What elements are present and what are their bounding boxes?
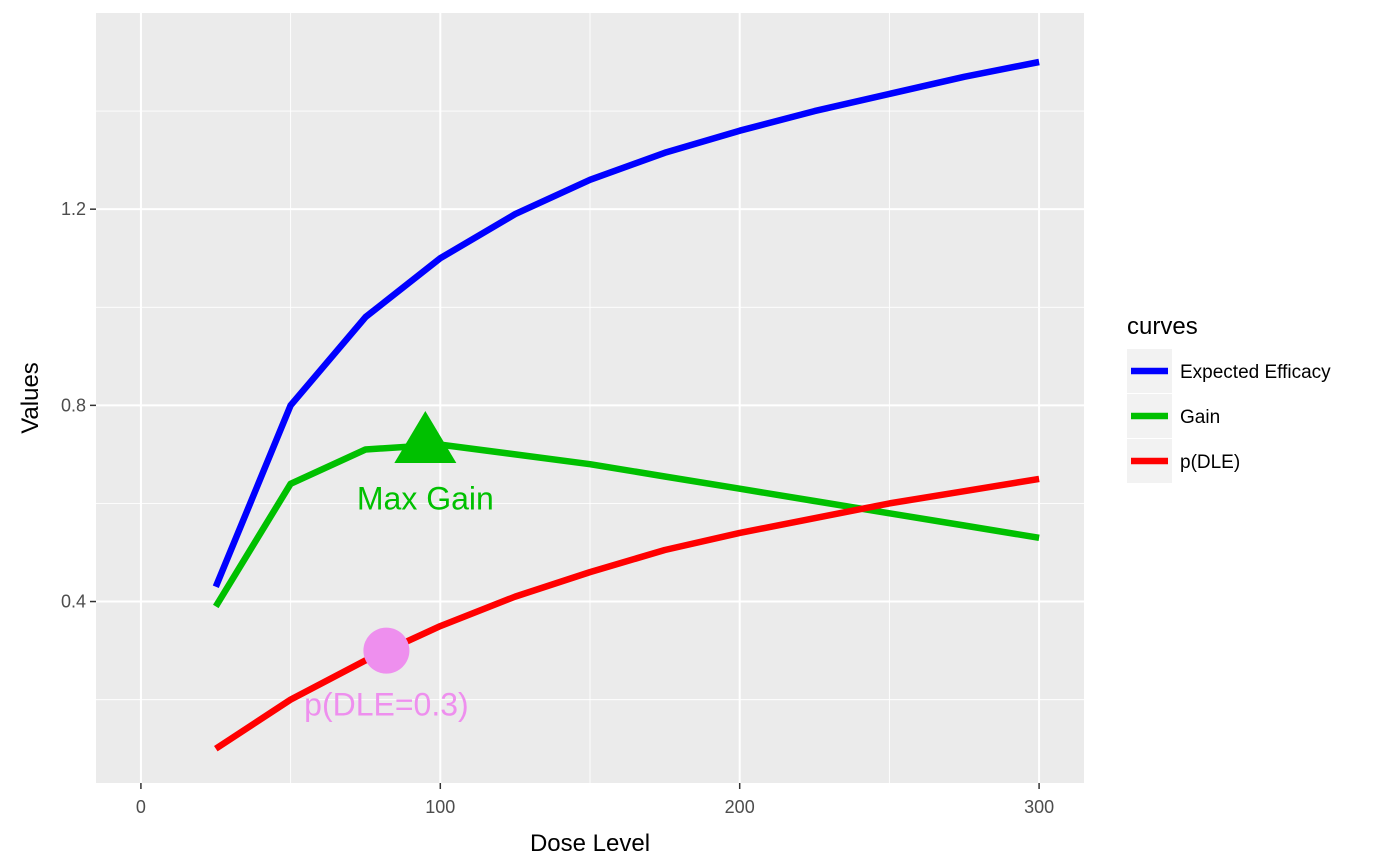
x-tick-label: 200 bbox=[725, 797, 755, 817]
y-tick-label: 1.2 bbox=[61, 199, 86, 219]
x-axis-ticks: 0 100 200 300 bbox=[136, 783, 1054, 817]
series-line-gain bbox=[213, 441, 1040, 609]
x-tick-label: 0 bbox=[136, 797, 146, 817]
series-line-expected-efficacy bbox=[212, 58, 1040, 589]
x-tick-label: 300 bbox=[1024, 797, 1054, 817]
max-gain-marker bbox=[394, 410, 457, 463]
legend: curves Expected Efficacy Gain p(DLE) bbox=[1127, 313, 1331, 483]
annotation-layer: Max Gain p(DLE=0.3) bbox=[304, 410, 494, 723]
x-axis-title: Dose Level bbox=[530, 830, 650, 857]
legend-entry-label: Gain bbox=[1180, 407, 1220, 428]
p-dle-label: p(DLE=0.3) bbox=[304, 687, 469, 723]
series-layer bbox=[212, 58, 1040, 752]
series-line-p-dle bbox=[214, 475, 1040, 752]
legend-entry-label: Expected Efficacy bbox=[1180, 362, 1331, 383]
x-tick-label: 100 bbox=[425, 797, 455, 817]
legend-title: curves bbox=[1127, 313, 1198, 340]
y-tick-label: 0.4 bbox=[61, 592, 86, 612]
y-axis-title: Values bbox=[17, 362, 44, 434]
max-gain-label: Max Gain bbox=[357, 481, 494, 517]
grid-minor bbox=[96, 13, 1084, 783]
grid-major bbox=[96, 13, 1084, 783]
y-axis-ticks: 0.4 0.8 1.2 bbox=[61, 199, 96, 612]
legend-entry-label: p(DLE) bbox=[1180, 452, 1240, 473]
p-dle-marker bbox=[363, 627, 410, 674]
y-tick-label: 0.8 bbox=[61, 395, 86, 415]
